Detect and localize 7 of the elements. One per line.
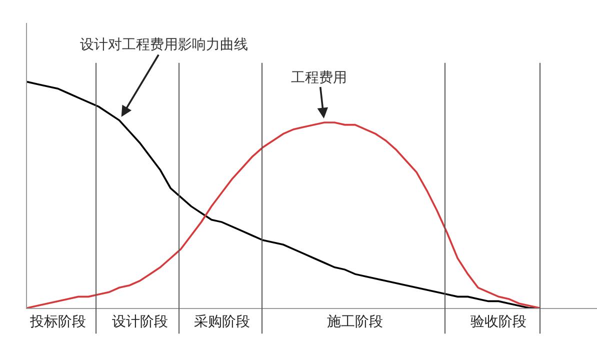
text: 设计对工程费用影响力曲线 (80, 37, 248, 53)
x-tick-label: 验收阶段 (470, 314, 527, 330)
text: 工程费用 (291, 70, 347, 86)
x-tick-label: 设计阶段 (112, 314, 168, 330)
x-tick-label: 投标阶段 (28, 314, 86, 330)
x-tick-label: 施工阶段 (327, 314, 384, 330)
x-tick-label: 采购阶段 (194, 314, 250, 330)
